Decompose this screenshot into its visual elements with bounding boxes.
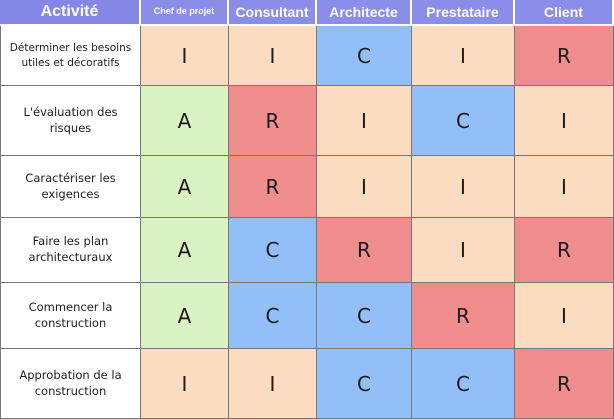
raci-cell: C [317,349,412,419]
raci-letter: I [181,371,188,396]
header-consultant: Consultant [229,0,317,26]
activity-cell: Caractériser les exigences [0,156,141,218]
raci-letter: I [561,303,567,328]
raci-cell: C [229,218,317,283]
raci-letter: A [177,238,192,262]
raci-cell: I [412,218,515,283]
raci-cell: R [229,156,317,218]
raci-cell: I [141,349,229,419]
raci-letter: I [361,174,367,199]
header-chef-de-projet: Chef de projet [141,0,229,26]
activity-cell: Déterminer les besoins utiles et décorat… [0,26,141,86]
raci-letter: I [561,108,567,133]
header-activite: Activité [0,0,141,26]
raci-letter: R [357,238,371,262]
raci-letter: R [265,108,280,133]
raci-letter: C [265,238,280,262]
raci-letter: R [557,371,571,396]
raci-cell: R [515,26,614,86]
raci-cell: I [229,349,317,419]
raci-letter: A [177,174,192,199]
raci-cell: C [412,349,515,419]
activity-cell: Commencer la construction [0,283,141,349]
raci-cell: R [412,283,515,349]
raci-cell: C [317,283,412,349]
raci-letter: C [357,303,371,328]
raci-letter: C [456,108,470,133]
raci-cell: R [229,86,317,156]
raci-letter: I [181,43,188,68]
raci-cell: I [412,26,515,86]
raci-cell: A [141,218,229,283]
header-client: Client [515,0,614,26]
raci-letter: I [460,238,466,262]
raci-cell: R [515,218,614,283]
raci-letter: R [557,238,571,262]
raci-cell: R [317,218,412,283]
raci-letter: R [265,174,280,199]
header-prestataire: Prestataire [412,0,515,26]
activity-cell: Faire les plan architecturaux [0,218,141,283]
raci-cell: I [229,26,317,86]
header-architecte: Architecte [317,0,412,26]
raci-cell: I [317,156,412,218]
raci-cell: I [515,283,614,349]
raci-letter: I [561,174,567,199]
raci-cell: I [317,86,412,156]
raci-letter: I [460,43,466,68]
activity-cell: Approbation de la construction [0,349,141,419]
raci-letter: C [357,43,371,68]
raci-cell: A [141,283,229,349]
raci-cell: C [229,283,317,349]
raci-letter: A [177,108,192,133]
raci-letter: R [557,43,571,68]
raci-cell: A [141,86,229,156]
raci-cell: I [515,156,614,218]
raci-letter: C [265,303,280,328]
raci-letter: I [269,43,276,68]
raci-letter: C [357,371,371,396]
raci-letter: I [269,371,276,396]
activity-cell: L'évaluation des risques [0,86,141,156]
raci-cell: I [515,86,614,156]
raci-cell: I [412,156,515,218]
raci-cell: I [141,26,229,86]
raci-letter: I [460,174,466,199]
raci-letter: I [361,108,367,133]
raci-cell: R [515,349,614,419]
raci-letter: C [456,371,470,396]
raci-cell: C [317,26,412,86]
raci-letter: A [177,303,192,328]
raci-letter: R [456,303,470,328]
raci-cell: C [412,86,515,156]
raci-cell: A [141,156,229,218]
